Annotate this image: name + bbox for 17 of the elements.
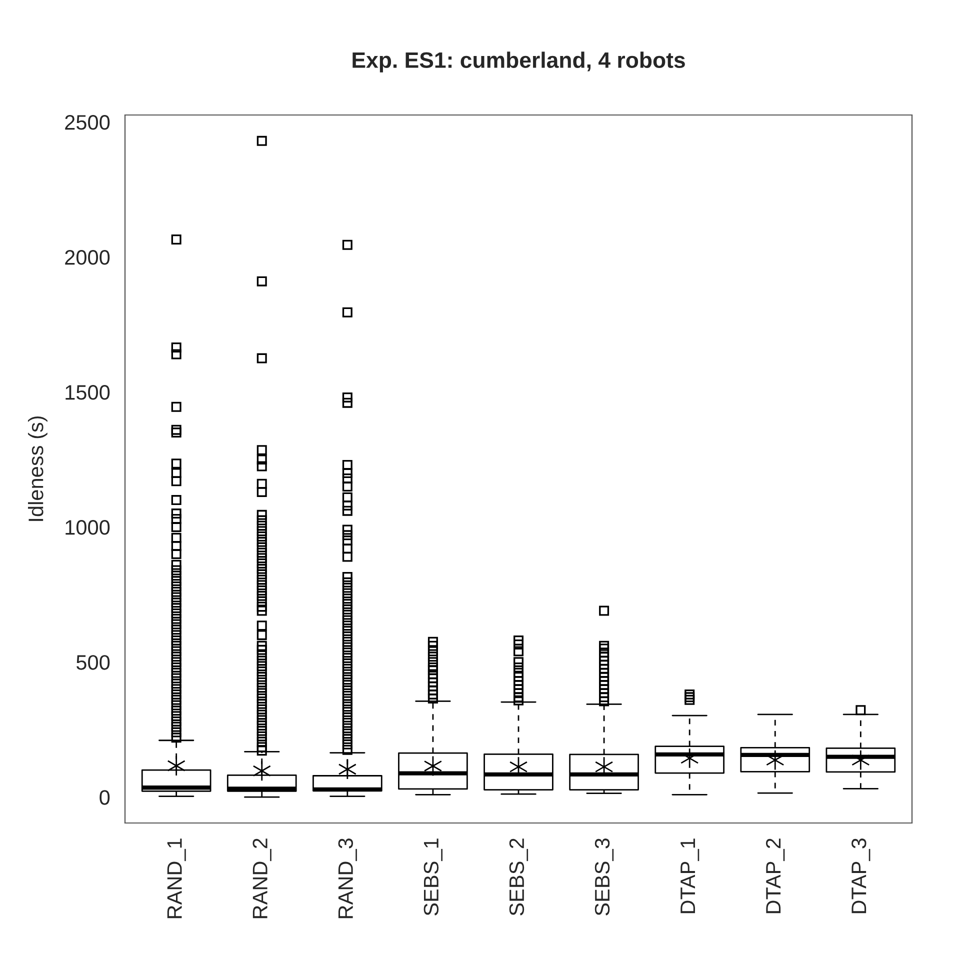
x-tick-label: DTAP_2: [766, 838, 785, 914]
x-tick-label: SEBS_3: [594, 838, 614, 916]
x-tick-label: DTAP_1: [680, 838, 700, 914]
y-tick-label: 1500: [66, 385, 110, 400]
y-tick-label: 2000: [65, 250, 110, 265]
y-tick-label: 2500: [65, 115, 110, 130]
x-tick-label: SEBS_2: [509, 838, 528, 916]
x-tick-label: DTAP_3: [852, 838, 870, 914]
x-tick-label: RAND_3: [338, 838, 357, 918]
x-tick-label: RAND_2: [252, 838, 272, 918]
x-tick-label: RAND_1: [167, 838, 186, 918]
x-tick-label: SEBS_1: [424, 838, 442, 916]
y-tick-label: 1000: [66, 520, 110, 535]
y-tick-label: 500: [76, 655, 110, 670]
y-tick-label: 0: [100, 790, 110, 805]
y-axis-title: Idleness (s): [28, 416, 48, 521]
chart-title: Exp. ES1: cumberland, 4 robots: [352, 52, 685, 72]
